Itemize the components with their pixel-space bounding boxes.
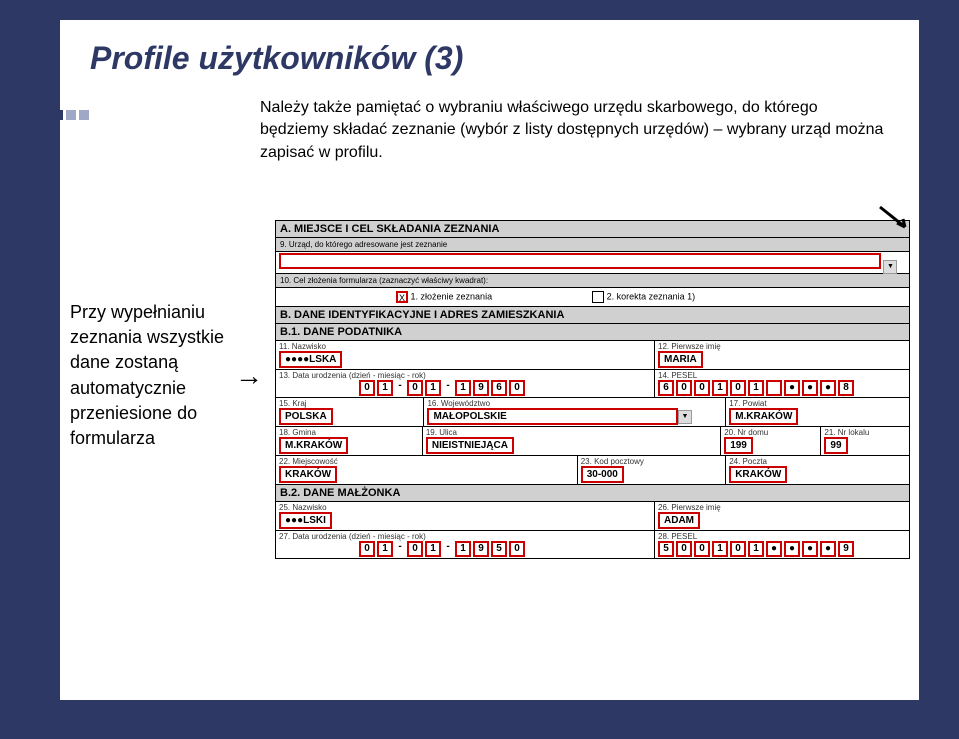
f17-label: 17. Powiat [729,399,906,408]
f11-value[interactable]: ●●●●LSKA [279,351,342,368]
f28-label: 28. PESEL [658,532,906,541]
slide-title: Profile użytkowników (3) [60,20,919,87]
dropdown-icon[interactable]: ▼ [678,410,692,424]
f16-label: 16. Województwo [427,399,722,408]
f11-label: 11. Nazwisko [279,342,651,351]
f15-label: 15. Kraj [279,399,420,408]
f19-label: 19. Ulica [426,428,717,437]
f23-label: 23. Kod pocztowy [581,457,722,466]
section-b2-header: B.2. DANE MAŁŻONKA [275,485,910,502]
f17-value[interactable]: M.KRAKÓW [729,408,798,425]
f18-label: 18. Gmina [279,428,419,437]
section-a-header: A. MIEJSCE I CEL SKŁADANIA ZEZNANIA [275,220,910,238]
f21-value[interactable]: 99 [824,437,847,454]
f21-label: 21. Nr lokalu [824,428,906,437]
f19-value[interactable]: NIEISTNIEJĄCA [426,437,514,454]
side-text: Przy wypełnianiu zeznania wszystkie dane… [70,300,245,451]
arrow-down-icon [875,205,915,235]
intro-text: Należy także pamiętać o wybraniu właściw… [260,97,889,164]
f26-label: 26. Pierwsze imię [658,503,906,512]
f27-label: 27. Data urodzenia (dzień - miesiąc - ro… [279,532,651,541]
section-b-header: B. DANE IDENTYFIKACYJNE I ADRES ZAMIESZK… [275,307,910,324]
checkbox-2[interactable] [592,291,604,303]
f28-boxes[interactable]: 500101●●●●9 [658,541,906,557]
f12-value[interactable]: MARIA [658,351,703,368]
field-10-label: 10. Cel złożenia formularza (zaznaczyć w… [275,274,910,288]
f23-value[interactable]: 30-000 [581,466,624,483]
field-9-label: 9. Urząd, do którego adresowane jest zez… [275,238,910,252]
f14-label: 14. PESEL [658,371,906,380]
field-9-dropdown[interactable] [279,253,881,269]
f25-label: 25. Nazwisko [279,503,651,512]
accent-bars [40,110,89,120]
f25-value[interactable]: ●●●LSKI [279,512,332,529]
f22-label: 22. Miejscowość [279,457,574,466]
f20-label: 20. Nr domu [724,428,817,437]
option-2: 2. korekta zeznania 1) [592,291,695,303]
f22-value[interactable]: KRAKÓW [279,466,337,483]
slide: Profile użytkowników (3) Należy także pa… [60,20,919,700]
form-screenshot: A. MIEJSCE I CEL SKŁADANIA ZEZNANIA 9. U… [275,220,910,559]
f27-boxes[interactable]: 01-01-1950 [359,541,651,557]
f26-value[interactable]: ADAM [658,512,700,529]
f18-value[interactable]: M.KRAKÓW [279,437,348,454]
f24-label: 24. Poczta [729,457,906,466]
arrow-right-icon: → [235,360,263,392]
f20-value[interactable]: 199 [724,437,753,454]
checkbox-1[interactable]: X [396,291,408,303]
f12-label: 12. Pierwsze imię [658,342,906,351]
f14-boxes[interactable]: 600101●●●8 [658,380,906,396]
option-1: X 1. złożenie zeznania [396,291,492,303]
f15-value[interactable]: POLSKA [279,408,333,425]
f13-label: 13. Data urodzenia (dzień - miesiąc - ro… [279,371,651,380]
section-b1-header: B.1. DANE PODATNIKA [275,324,910,341]
f24-value[interactable]: KRAKÓW [729,466,787,483]
f13-boxes[interactable]: 01-01-1960 [359,380,651,396]
f16-value[interactable]: MAŁOPOLSKIE [427,408,678,425]
dropdown-icon[interactable]: ▼ [883,260,897,274]
